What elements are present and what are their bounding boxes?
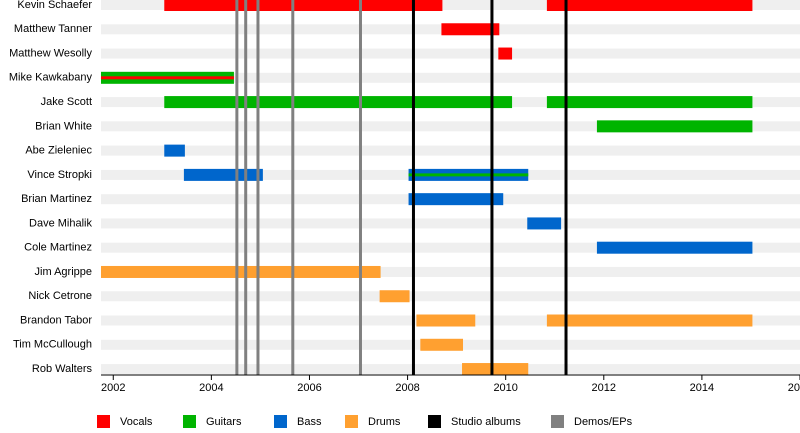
- row-label: Mike Kawkabany: [9, 72, 93, 84]
- bar: [498, 47, 513, 60]
- bar: [408, 173, 529, 177]
- bar: [596, 120, 753, 133]
- bar: [164, 144, 185, 157]
- bar: [546, 314, 753, 327]
- legend-label: Demos/EPs: [574, 416, 633, 428]
- x-tick-label: 2010: [493, 382, 517, 394]
- bar: [101, 76, 234, 80]
- bar: [183, 168, 263, 181]
- bar: [546, 0, 753, 11]
- legend-swatch: [274, 415, 287, 428]
- bar: [441, 23, 500, 36]
- legend-label: Bass: [297, 416, 322, 428]
- row-stripe: [101, 364, 800, 375]
- row-label: Brandon Tabor: [20, 314, 92, 326]
- bar: [527, 217, 562, 230]
- x-tick-label: 2008: [395, 382, 419, 394]
- bar: [420, 338, 464, 351]
- bar: [596, 241, 753, 254]
- row-label: Rob Walters: [32, 363, 93, 375]
- x-tick-label: 2004: [199, 382, 223, 394]
- row-label: Matthew Tanner: [14, 23, 92, 35]
- bar: [416, 314, 476, 327]
- legend-label: Guitars: [206, 416, 242, 428]
- legend-swatch: [345, 415, 358, 428]
- row-stripe: [101, 242, 800, 253]
- row-label: Abe Zieleniec: [25, 145, 92, 157]
- row-stripe: [101, 121, 800, 132]
- row-stripe: [101, 291, 800, 302]
- bar: [101, 265, 381, 278]
- x-tick-label: 2012: [592, 382, 616, 394]
- row-stripe: [101, 48, 800, 59]
- bar: [379, 290, 410, 303]
- legend-label: Studio albums: [451, 416, 521, 428]
- row-label: Vince Stropki: [27, 169, 92, 181]
- legend-swatch: [428, 415, 441, 428]
- bar: [546, 96, 753, 109]
- legend-swatch: [551, 415, 564, 428]
- row-label: Jim Agrippe: [35, 266, 92, 278]
- row-stripe: [101, 72, 800, 83]
- x-tick-label: 2014: [690, 382, 714, 394]
- row-label: Brian Martinez: [21, 193, 92, 205]
- row-stripe: [101, 0, 800, 10]
- row-stripe: [101, 218, 800, 229]
- x-tick-label: 2006: [297, 382, 321, 394]
- row-label: Kevin Schaefer: [17, 0, 92, 11]
- row-stripe: [101, 266, 800, 277]
- bar: [164, 96, 513, 109]
- legend-swatch: [97, 415, 110, 428]
- bar: [462, 363, 529, 376]
- x-tick-label: 2002: [101, 382, 125, 394]
- x-tick-label: 2016: [788, 382, 800, 394]
- row-label: Jake Scott: [41, 96, 92, 108]
- row-label: Dave Mihalik: [29, 217, 92, 229]
- row-label: Nick Cetrone: [28, 290, 92, 302]
- row-label: Brian White: [35, 120, 92, 132]
- legend-label: Drums: [368, 416, 401, 428]
- legend-swatch: [183, 415, 196, 428]
- row-label: Matthew Wesolly: [9, 47, 92, 59]
- row-label: Cole Martinez: [24, 242, 92, 254]
- bar: [408, 193, 504, 206]
- bar: [164, 0, 443, 11]
- row-stripe: [101, 145, 800, 156]
- row-label: Tim McCullough: [13, 339, 92, 351]
- legend-label: Vocals: [120, 416, 153, 428]
